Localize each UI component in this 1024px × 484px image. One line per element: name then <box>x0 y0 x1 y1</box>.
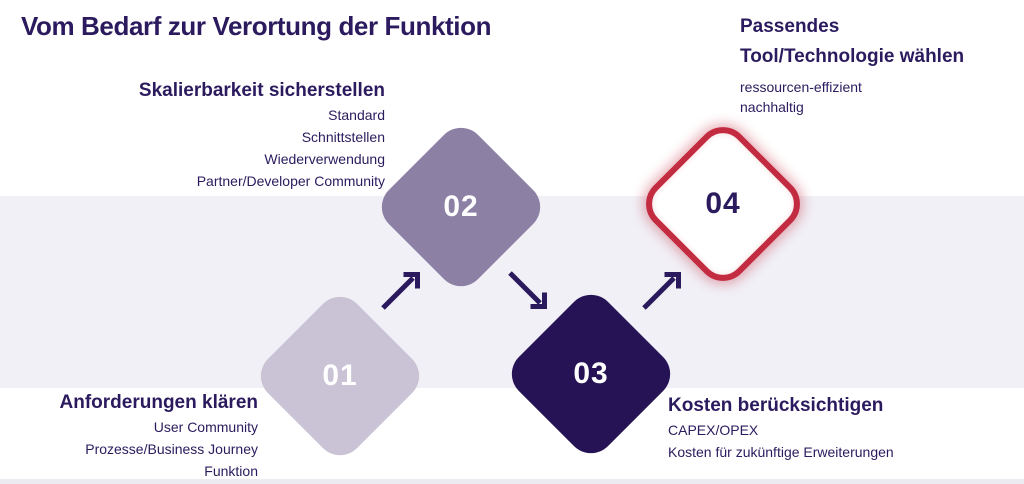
step-04-item: ressourcen-effizient <box>740 79 862 95</box>
step-02-number: 02 <box>443 190 479 223</box>
step-02-items: Standard Schnittstellen Wiederverwendung… <box>139 104 385 192</box>
bottom-edge-band <box>0 479 1024 484</box>
step-04-items: ressourcen-effizient nachhaltig <box>740 77 964 117</box>
step-02-item: Schnittstellen <box>301 129 385 145</box>
step-01-items: User Community Prozesse/Business Journey… <box>60 416 258 482</box>
step-02-item: Partner/Developer Community <box>196 173 385 189</box>
step-03-items: CAPEX/OPEX Kosten für zukünftige Erweite… <box>668 419 894 463</box>
step-03-diamond: 03 <box>501 284 681 464</box>
step-01-textblock: Anforderungen klären User Community Proz… <box>60 390 258 482</box>
step-01-number: 01 <box>322 359 358 392</box>
step-04-diamond-highlighted: 04 <box>633 114 813 294</box>
step-01-diamond: 01 <box>250 286 430 466</box>
step-01-item: Prozesse/Business Journey <box>85 441 258 457</box>
step-03-label: Kosten berücksichtigen <box>668 395 884 416</box>
step-02-textblock: Skalierbarkeit sicherstellen Standard Sc… <box>139 78 385 192</box>
step-03-number: 03 <box>573 357 609 390</box>
step-02-item: Standard <box>328 107 385 123</box>
step-03-textblock: Kosten berücksichtigen CAPEX/OPEX Kosten… <box>668 393 894 463</box>
step-04-number: 04 <box>705 187 741 220</box>
step-03-item: Kosten für zukünftige Erweiterungen <box>668 444 894 460</box>
step-02-diamond: 02 <box>371 117 551 297</box>
step-01-item: User Community <box>153 419 258 435</box>
step-02-label: Skalierbarkeit sicherstellen <box>138 80 385 101</box>
step-04-label-line1: Passendes <box>740 16 840 37</box>
step-03-item: CAPEX/OPEX <box>668 422 759 438</box>
step-04-item: nachhaltig <box>740 99 804 115</box>
step-04-textblock: Passendes Tool/Technologie wählen ressou… <box>740 12 964 117</box>
step-01-item: Funktion <box>204 463 258 479</box>
page-title: Vom Bedarf zur Verortung der Funktion <box>21 11 492 41</box>
step-01-label: Anforderungen klären <box>59 392 258 413</box>
step-02-item: Wiederverwendung <box>264 151 385 167</box>
step-04-label-line2: Tool/Technologie wählen <box>740 46 965 67</box>
